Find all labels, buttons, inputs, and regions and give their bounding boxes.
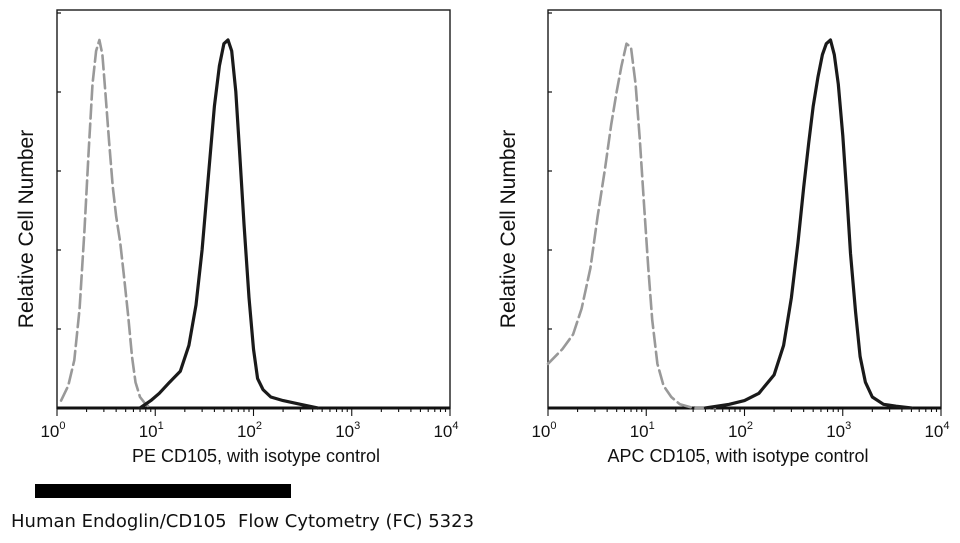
- x-tick-label: 100: [40, 420, 65, 441]
- isotype-control-series: [59, 38, 153, 410]
- histogram-panel-pe: Relative Cell Number PE CD105, with isot…: [15, 9, 459, 466]
- histogram-panel-apc: Relative Cell Number APC CD105, with iso…: [497, 9, 950, 466]
- redacted-copyright-bar: [35, 484, 291, 498]
- x-tick-label: 101: [630, 420, 655, 441]
- x-tick-label: 102: [237, 420, 262, 441]
- cd105-stained-series: [138, 38, 320, 410]
- x-tick-label: 102: [728, 420, 753, 441]
- x-tick-label: 101: [139, 420, 164, 441]
- figure-caption: Human Endoglin/CD105 Flow Cytometry (FC)…: [11, 511, 475, 532]
- isotype-control-series: [546, 42, 717, 410]
- x-axis-label: APC CD105, with isotype control: [607, 446, 868, 466]
- x-tick-label: 104: [924, 420, 949, 441]
- x-axis-label: PE CD105, with isotype control: [132, 446, 380, 466]
- y-axis-label: Relative Cell Number: [15, 130, 38, 328]
- y-axis-label: Relative Cell Number: [497, 130, 520, 328]
- x-tick-label: 104: [433, 420, 458, 441]
- x-tick-label: 103: [826, 420, 851, 441]
- plot-frame: [547, 9, 942, 409]
- cd105-stained-series: [703, 38, 914, 410]
- x-tick-label: 100: [531, 420, 556, 441]
- x-tick-label: 103: [335, 420, 360, 441]
